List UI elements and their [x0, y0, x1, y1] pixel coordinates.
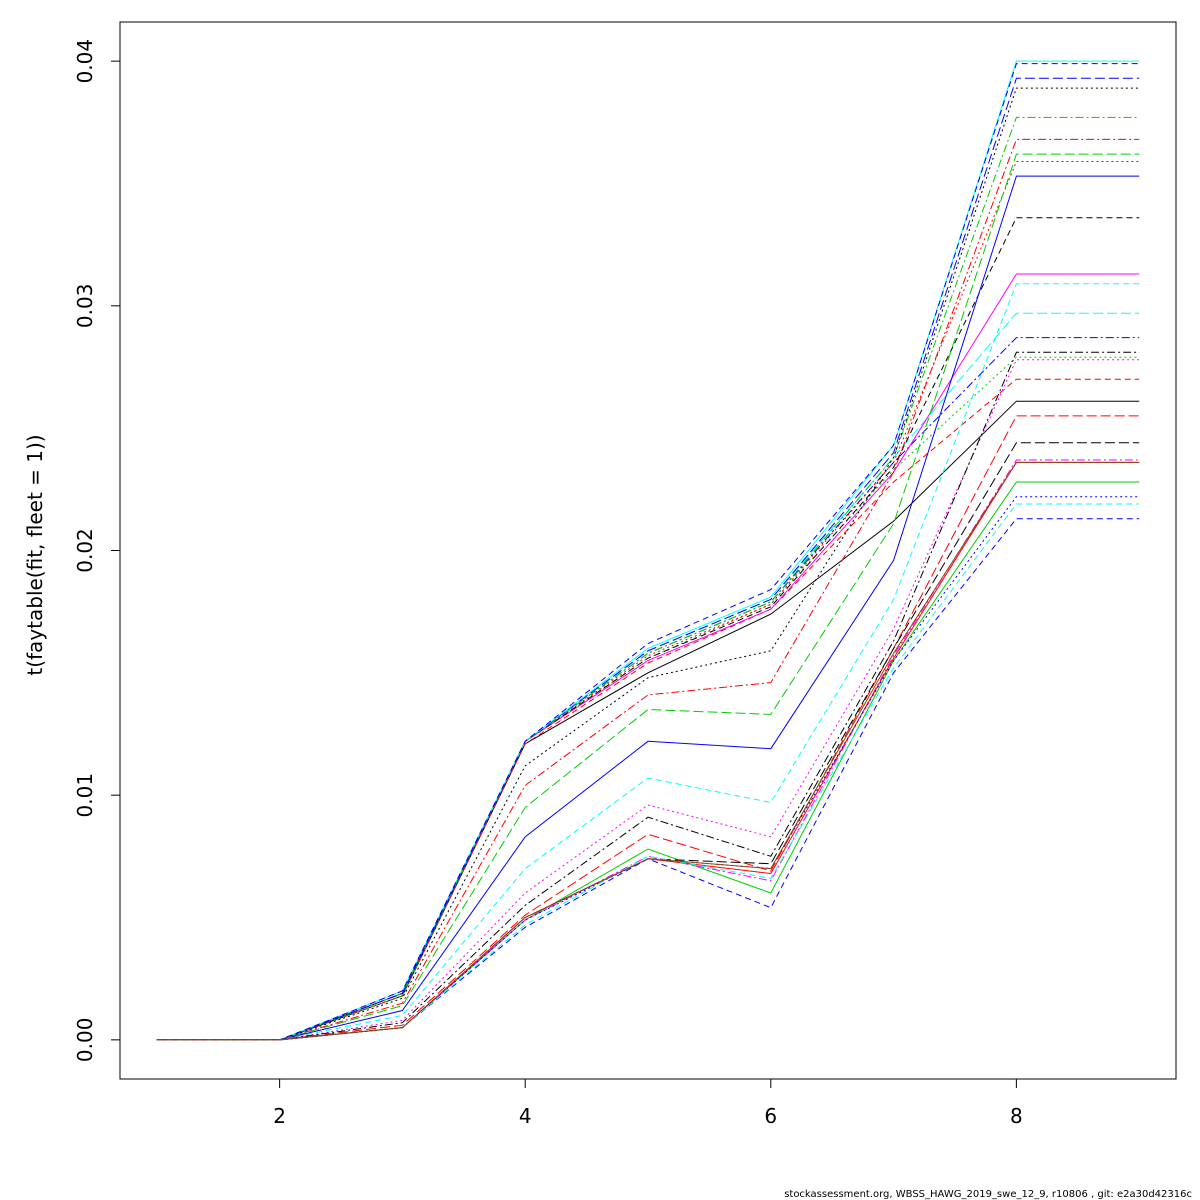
y-tick-label: 0.03 [73, 284, 97, 329]
series-line [156, 400, 1140, 1041]
series-line [156, 356, 1140, 1041]
series-line [156, 312, 1140, 1041]
series-line [156, 161, 1140, 1041]
y-tick-label: 0.01 [73, 773, 97, 818]
series-line [156, 273, 1140, 1041]
series-line [156, 283, 1140, 1041]
series-line [156, 496, 1140, 1041]
series-line [156, 351, 1140, 1041]
y-axis: 0.00 0.01 0.02 0.03 0.04 [73, 39, 120, 1062]
y-tick-label: 0.04 [73, 39, 97, 84]
series-line [156, 481, 1140, 1041]
y-tick-label: 0.00 [73, 1018, 97, 1063]
series-line [156, 415, 1140, 1041]
series-line [156, 153, 1140, 1041]
series-line [156, 60, 1140, 1041]
x-axis: 2 4 6 8 [273, 1079, 1023, 1128]
series-layer [156, 60, 1140, 1041]
series-line [156, 378, 1140, 1041]
x-tick-label: 4 [519, 1104, 532, 1128]
series-line [156, 63, 1140, 1041]
footer-credit: stockassessment.org, WBSS_HAWG_2019_swe_… [784, 1189, 1192, 1200]
series-line [156, 77, 1140, 1041]
series-line [156, 87, 1140, 1041]
y-tick-label: 0.02 [73, 528, 97, 573]
plot-area [119, 21, 1177, 1080]
series-line [156, 138, 1140, 1041]
series-line [156, 461, 1140, 1041]
series-line [156, 337, 1140, 1041]
x-tick-label: 8 [1010, 1104, 1023, 1128]
plot-frame [119, 21, 1177, 1080]
series-line [156, 518, 1140, 1041]
x-tick-label: 2 [273, 1104, 286, 1128]
series-line [156, 503, 1140, 1041]
series-line [156, 175, 1140, 1041]
x-tick-label: 6 [764, 1104, 777, 1128]
y-axis-label: t(faytable(fit, fleet = 1)) [23, 434, 47, 675]
series-line [156, 116, 1140, 1041]
series-line [156, 217, 1140, 1041]
series-line [156, 459, 1140, 1041]
